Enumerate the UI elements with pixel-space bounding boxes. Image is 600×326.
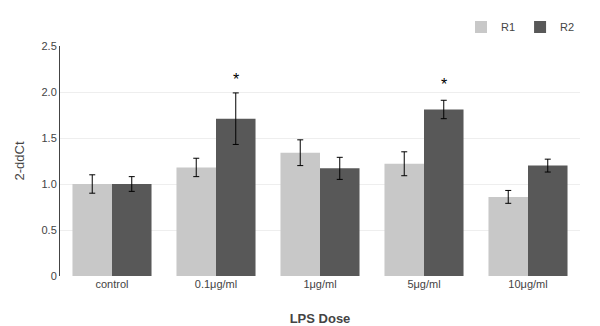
svg-text:0.1μg/ml: 0.1μg/ml — [195, 278, 237, 290]
svg-text:R1: R1 — [501, 21, 515, 33]
svg-text:1μg/ml: 1μg/ml — [303, 278, 336, 290]
svg-text:10μg/ml: 10μg/ml — [508, 278, 547, 290]
svg-text:control: control — [95, 278, 128, 290]
svg-text:LPS Dose: LPS Dose — [290, 311, 351, 326]
svg-text:1.0: 1.0 — [42, 178, 57, 190]
svg-text:0.5: 0.5 — [42, 224, 57, 236]
svg-text:1.5: 1.5 — [42, 132, 57, 144]
svg-text:*: * — [441, 76, 447, 93]
svg-text:*: * — [233, 71, 239, 88]
svg-text:2.0: 2.0 — [42, 86, 57, 98]
svg-text:2.5: 2.5 — [42, 40, 57, 52]
svg-text:R2: R2 — [560, 21, 574, 33]
svg-text:5μg/ml: 5μg/ml — [407, 278, 440, 290]
svg-text:2-ddCt: 2-ddCt — [12, 141, 27, 180]
svg-text:0: 0 — [51, 270, 57, 282]
